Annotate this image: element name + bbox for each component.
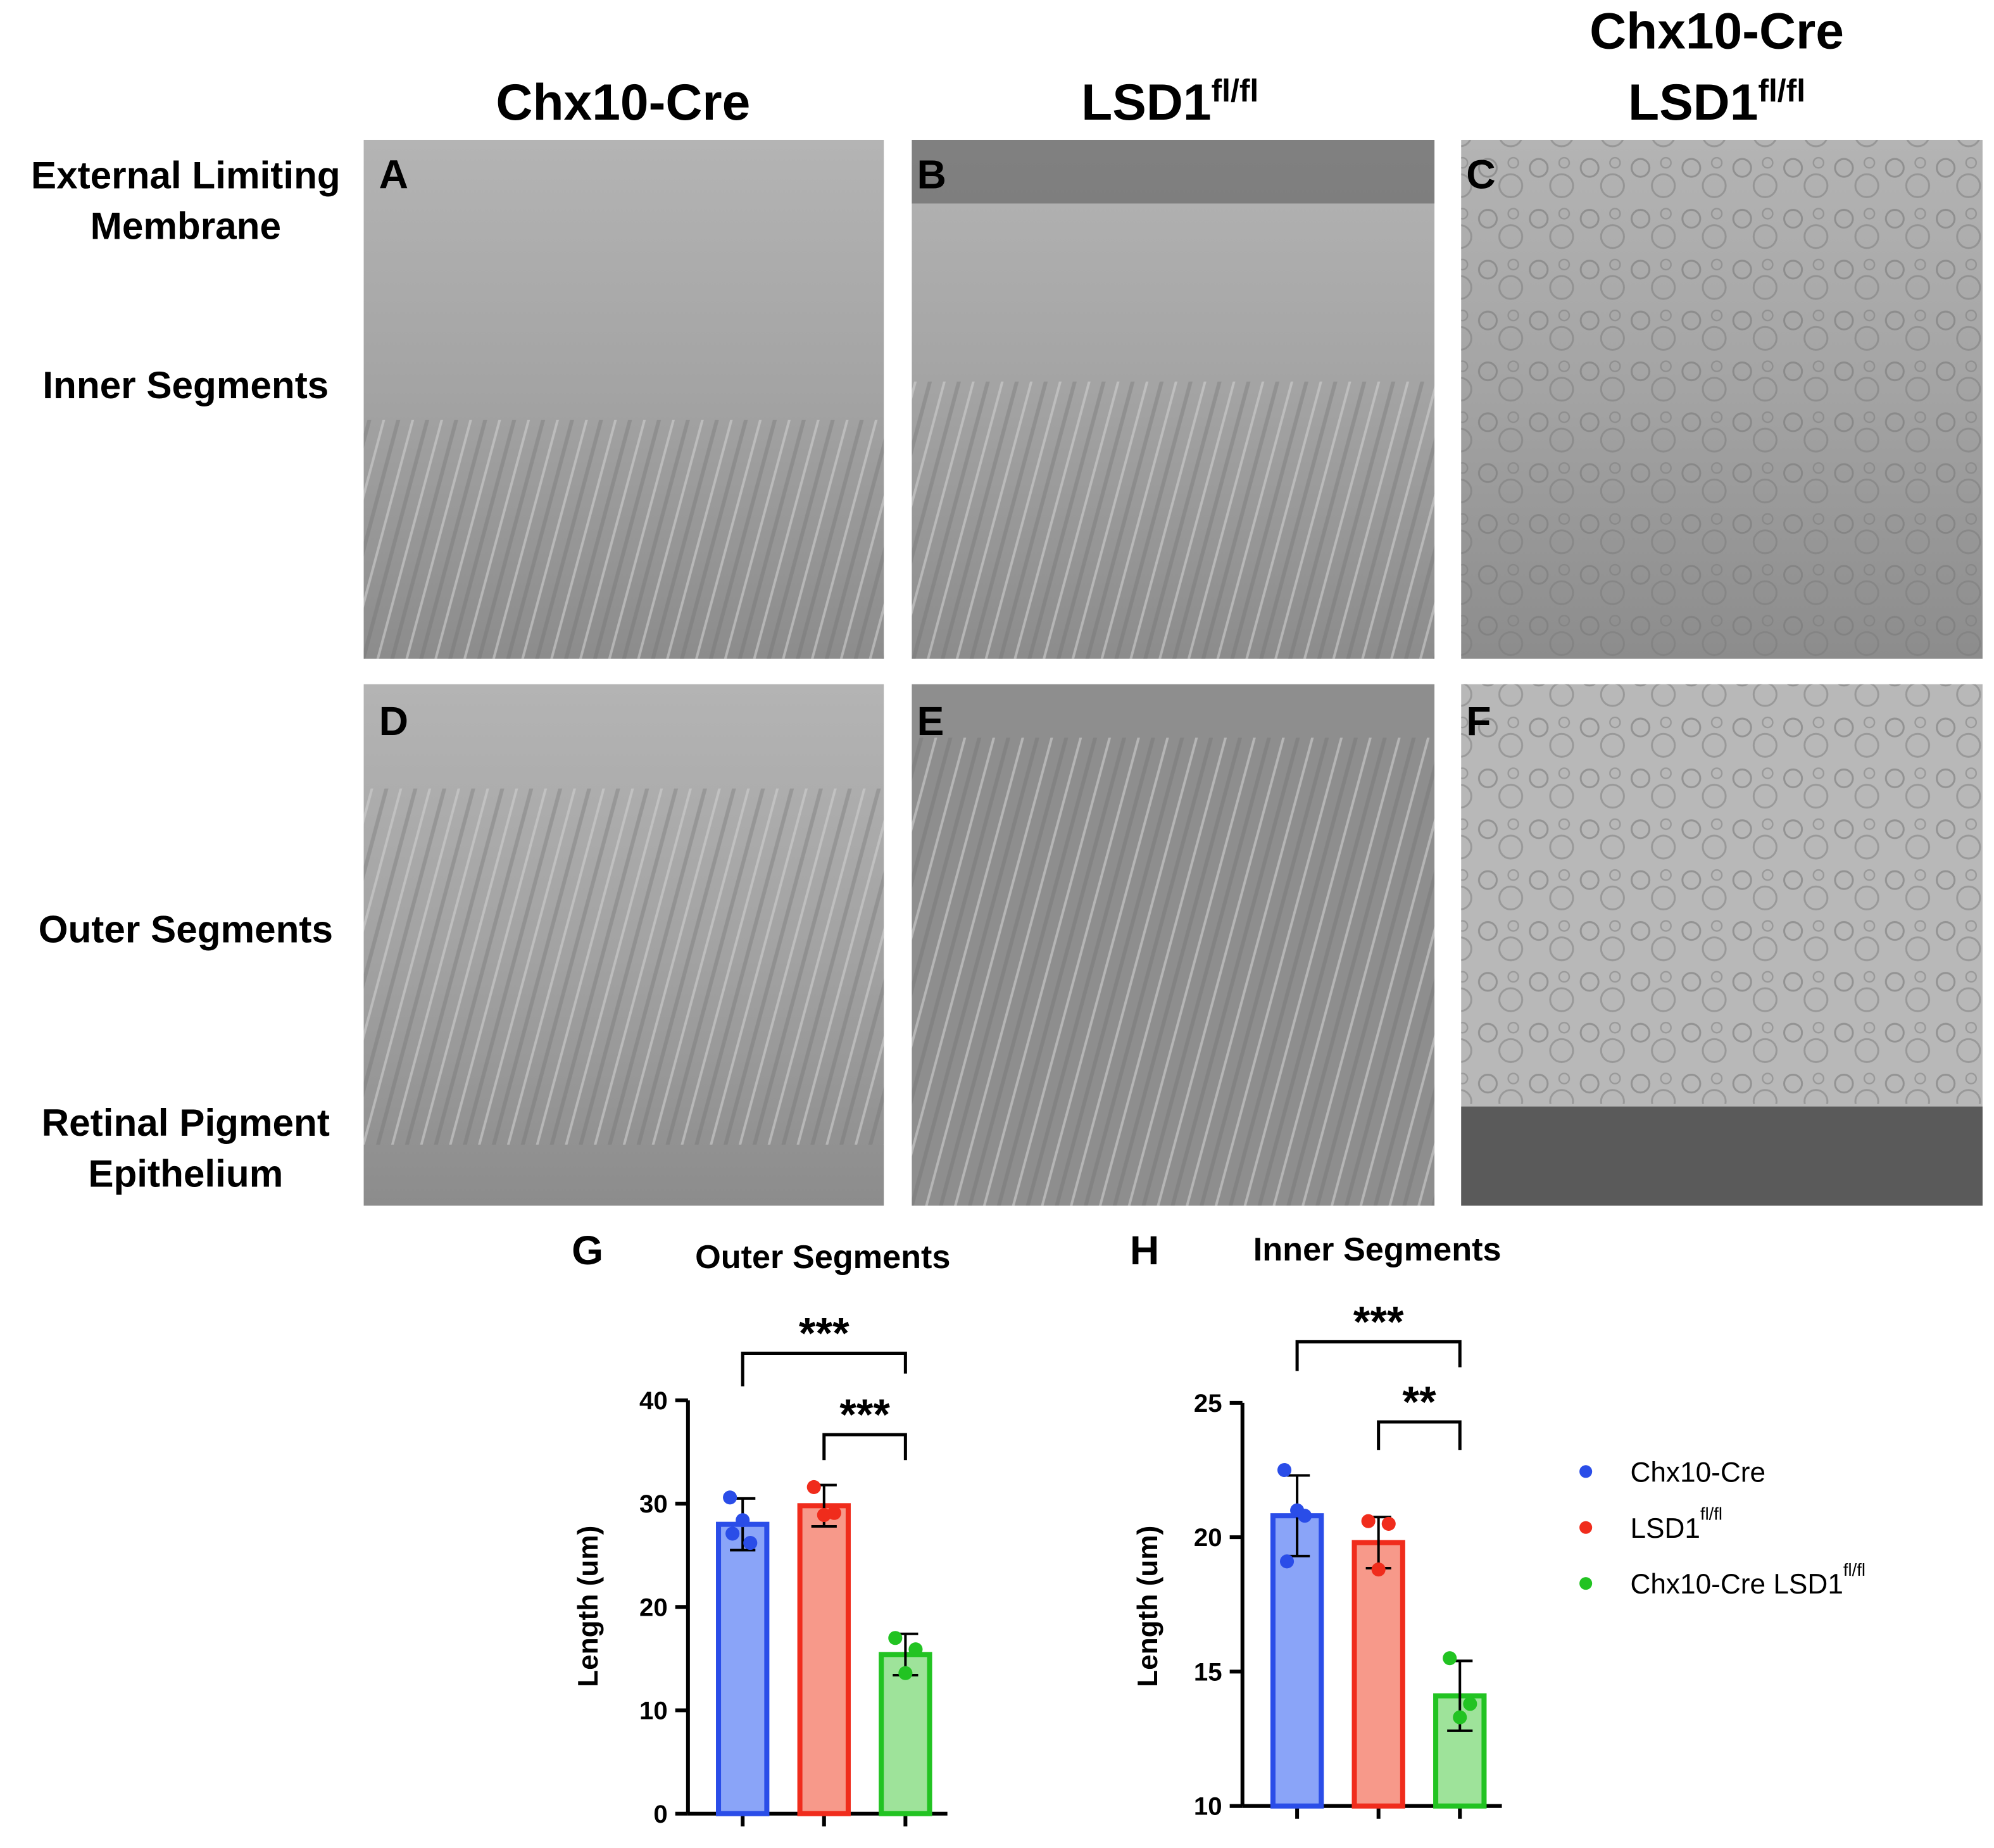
legend-label: Chx10-Cre bbox=[1630, 1457, 1765, 1488]
row-label: Inner Segments bbox=[42, 363, 329, 406]
data-point bbox=[1279, 1554, 1295, 1569]
y-tick-label: 20 bbox=[1194, 1523, 1222, 1552]
significance-bracket bbox=[1377, 1420, 1462, 1450]
row-label: Outer Segments bbox=[39, 908, 333, 951]
column-header-main: LSD1 bbox=[1628, 74, 1758, 131]
em-texture bbox=[1461, 684, 1983, 1104]
bar bbox=[716, 1521, 770, 1816]
data-point bbox=[888, 1631, 903, 1645]
row-label: Membrane bbox=[91, 204, 281, 248]
y-tick-label: 15 bbox=[1194, 1657, 1222, 1686]
data-point bbox=[898, 1666, 913, 1680]
y-axis-label: Length (um) bbox=[1132, 1526, 1163, 1687]
column-header-main: LSD1 bbox=[1081, 74, 1211, 131]
y-tick-label: 40 bbox=[639, 1386, 668, 1415]
data-point bbox=[1443, 1651, 1457, 1666]
y-tick-label: 25 bbox=[1194, 1389, 1222, 1417]
bar bbox=[1270, 1513, 1324, 1809]
y-axis-label: Length (um) bbox=[573, 1526, 604, 1687]
legend-label-main: LSD1 bbox=[1630, 1513, 1700, 1544]
panel-letter: G bbox=[572, 1228, 603, 1273]
panel-letter: F bbox=[1466, 698, 1491, 744]
em-texture bbox=[912, 381, 1435, 659]
significance-bracket bbox=[1295, 1340, 1462, 1371]
data-point bbox=[817, 1507, 831, 1523]
data-point bbox=[736, 1513, 750, 1528]
row-label: Retinal Pigment bbox=[42, 1101, 330, 1144]
significance-label: ** bbox=[1402, 1378, 1436, 1426]
y-tick-label: 30 bbox=[639, 1490, 668, 1518]
panel-letter: B bbox=[917, 151, 946, 197]
chart-title: Inner Segments bbox=[1253, 1231, 1502, 1268]
data-point bbox=[1453, 1710, 1467, 1725]
significance-label: *** bbox=[1353, 1298, 1404, 1346]
significance-label: *** bbox=[799, 1309, 850, 1357]
row-label: Epithelium bbox=[88, 1152, 283, 1195]
legend-label-sup: fl/fl bbox=[1843, 1560, 1865, 1580]
legend-label-main: Chx10-Cre bbox=[1630, 1457, 1765, 1488]
row-label: External Limiting bbox=[31, 153, 341, 196]
legend-label-sup: fl/fl bbox=[1700, 1504, 1722, 1524]
column-header: Chx10-Cre bbox=[1590, 3, 1844, 60]
y-tick-label: 20 bbox=[639, 1593, 668, 1621]
bar bbox=[1351, 1540, 1405, 1809]
panel-letter: E bbox=[917, 698, 944, 744]
panel-letter: C bbox=[1466, 151, 1495, 197]
em-texture bbox=[912, 139, 1435, 204]
data-point bbox=[806, 1480, 821, 1495]
data-point bbox=[725, 1526, 740, 1541]
data-point bbox=[1381, 1516, 1396, 1531]
panel-letter: A bbox=[379, 151, 408, 197]
column-header-main: Chx10-Cre bbox=[496, 74, 750, 131]
data-point bbox=[908, 1642, 923, 1657]
legend-marker bbox=[1579, 1465, 1593, 1478]
column-header-sup: fl/fl bbox=[1212, 73, 1259, 109]
significance-label: *** bbox=[839, 1391, 890, 1439]
bar bbox=[797, 1503, 851, 1816]
column-header-sup: fl/fl bbox=[1758, 73, 1805, 109]
legend-marker bbox=[1579, 1577, 1593, 1590]
y-tick-label: 10 bbox=[1194, 1792, 1222, 1821]
data-point bbox=[1463, 1697, 1477, 1711]
data-point bbox=[743, 1536, 758, 1550]
legend-marker bbox=[1579, 1521, 1593, 1534]
chart-title: Outer Segments bbox=[695, 1239, 950, 1276]
legend-label-main: Chx10-Cre LSD1 bbox=[1630, 1569, 1843, 1600]
panel-letter: H bbox=[1130, 1228, 1159, 1273]
data-point bbox=[723, 1490, 737, 1505]
legend-label: Chx10-Cre LSD1fl/fl bbox=[1630, 1560, 1865, 1600]
column-header: Chx10-Cre bbox=[496, 74, 750, 131]
significance-bracket bbox=[741, 1352, 907, 1386]
data-point bbox=[1277, 1462, 1292, 1478]
column-header: LSD1fl/fl bbox=[1081, 73, 1258, 131]
em-texture bbox=[1461, 139, 1983, 659]
em-images bbox=[363, 139, 1983, 1206]
em-texture bbox=[912, 738, 1435, 1206]
em-texture bbox=[363, 419, 884, 659]
data-point bbox=[1371, 1562, 1386, 1577]
data-point bbox=[1361, 1514, 1376, 1528]
em-texture bbox=[363, 788, 884, 1145]
legend-label: LSD1fl/fl bbox=[1630, 1504, 1722, 1544]
column-header: LSD1fl/fl bbox=[1628, 73, 1805, 131]
panel-letter: D bbox=[379, 698, 408, 744]
em-texture bbox=[1461, 1106, 1983, 1206]
bar bbox=[879, 1652, 932, 1816]
data-point bbox=[1298, 1509, 1312, 1523]
y-tick-label: 0 bbox=[653, 1800, 667, 1828]
y-tick-label: 10 bbox=[639, 1697, 668, 1725]
significance-bracket bbox=[822, 1433, 907, 1461]
